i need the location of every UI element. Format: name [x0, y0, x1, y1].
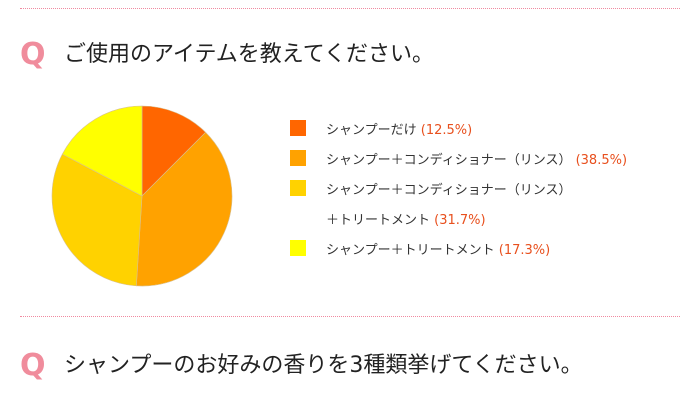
pie-slice-shampoo-conditioner-treatment	[51, 153, 143, 287]
legend-label-line2: ＋トリートメント	[326, 213, 431, 228]
top-divider	[20, 8, 680, 9]
legend-percent: (38.5%)	[575, 153, 628, 168]
pie-slice-shampoo-only	[141, 105, 207, 197]
legend-item-shampoo-conditioner: シャンプー＋コンディショナー（リンス） (38.5%)	[290, 147, 680, 177]
legend-label: シャンプー＋コンディショナー（リンス）	[326, 183, 572, 198]
legend-percent: (17.3%)	[498, 243, 551, 258]
legend-swatch	[290, 180, 306, 196]
q1-mark: Q	[20, 37, 46, 72]
middle-divider	[20, 316, 680, 317]
legend-item-shampoo-conditioner-treatment: シャンプー＋コンディショナー（リンス） ＋トリートメント (31.7%)	[290, 177, 680, 237]
legend-item-shampoo-only: シャンプーだけ (12.5%)	[290, 117, 680, 147]
legend-swatch	[290, 120, 306, 136]
legend-percent: (12.5%)	[420, 123, 473, 138]
legend-swatch	[290, 150, 306, 166]
legend-label: シャンプーだけ	[326, 123, 417, 138]
legend-percent: (31.7%)	[434, 213, 486, 228]
legend-label: シャンプー＋トリートメント	[326, 243, 495, 258]
legend-label: シャンプー＋コンディショナー（リンス）	[326, 153, 572, 168]
q2-question: シャンプーのお好みの香りを3種類挙げてください。	[64, 353, 583, 378]
chart-legend: シャンプーだけ (12.5%) シャンプー＋コンディショナー（リンス） (38.…	[290, 117, 680, 267]
pie-slice-shampoo-conditioner	[136, 131, 233, 287]
legend-item-shampoo-treatment: シャンプー＋トリートメント (17.3%)	[290, 237, 680, 267]
pie-slice-shampoo-treatment	[61, 105, 143, 197]
pie-chart	[51, 105, 233, 287]
q1-question: ご使用のアイテムを教えてください。	[64, 42, 435, 67]
legend-swatch	[290, 240, 306, 256]
q2-mark: Q	[20, 348, 46, 383]
